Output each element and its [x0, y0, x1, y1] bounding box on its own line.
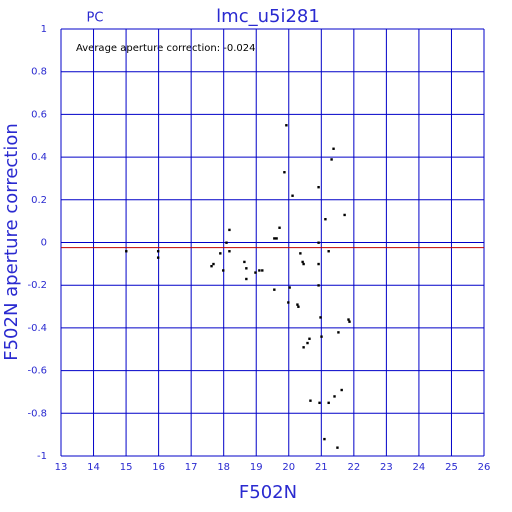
x-tick-label: 26 — [478, 462, 491, 473]
point — [156, 250, 160, 253]
y-tick-label: -0.2 — [27, 280, 47, 291]
point — [309, 399, 312, 402]
y-tick-label: 1 — [41, 24, 47, 35]
x-tick-label: 23 — [380, 462, 393, 473]
x-tick-label: 13 — [55, 462, 68, 473]
point — [219, 252, 222, 255]
point — [318, 401, 321, 405]
x-tick-label: 21 — [315, 462, 328, 473]
y-tick-label: 0 — [41, 238, 47, 249]
point — [297, 305, 300, 308]
point — [287, 301, 290, 304]
point — [261, 269, 264, 272]
y-tick-label: 0.4 — [31, 152, 47, 163]
point — [222, 269, 225, 272]
annotation: Average aperture correction: -0.024 — [76, 43, 256, 54]
y-tick-label: -1 — [37, 451, 47, 462]
point — [317, 284, 320, 287]
x-tick-label: 25 — [445, 462, 458, 473]
point — [258, 269, 261, 272]
point — [156, 256, 160, 259]
point — [317, 185, 320, 189]
point — [306, 341, 309, 345]
y-tick-label: -0.6 — [27, 366, 47, 377]
x-tick-label: 22 — [347, 462, 360, 473]
point — [301, 260, 304, 264]
x-tick-label: 19 — [250, 462, 263, 473]
x-tick-label: 16 — [152, 462, 165, 473]
point — [323, 437, 326, 441]
x-tick-label: 14 — [87, 462, 100, 473]
x-axis-label: F502N — [239, 482, 297, 503]
point — [343, 213, 346, 217]
point — [228, 228, 231, 232]
point — [319, 316, 322, 319]
point — [288, 286, 291, 289]
point — [302, 262, 305, 266]
y-tick-label: 0.2 — [31, 195, 47, 206]
point — [330, 158, 333, 161]
y-tick-label: -0.8 — [27, 408, 47, 419]
point — [210, 264, 213, 268]
point — [332, 147, 335, 150]
point — [283, 171, 286, 174]
point — [212, 262, 215, 266]
point — [308, 337, 311, 340]
point — [299, 252, 302, 255]
point — [327, 401, 330, 405]
point — [243, 260, 246, 264]
y-tick-label: -0.4 — [27, 323, 47, 334]
point — [275, 237, 278, 240]
point — [302, 346, 305, 349]
x-tick-label: 20 — [282, 462, 295, 473]
point — [278, 226, 281, 229]
point — [320, 335, 323, 338]
x-tick-label: 24 — [413, 462, 426, 473]
point — [327, 250, 330, 253]
point — [273, 237, 276, 240]
point — [125, 250, 128, 253]
point — [228, 250, 231, 253]
point — [245, 277, 248, 281]
point — [317, 241, 320, 244]
point — [254, 271, 257, 274]
y-tick-label: 0.6 — [31, 109, 47, 120]
point — [273, 288, 276, 291]
point — [296, 303, 299, 306]
point — [324, 218, 327, 221]
point — [285, 124, 288, 127]
chart-subtitle: PC — [87, 11, 104, 26]
point — [347, 318, 350, 321]
point — [348, 320, 351, 323]
y-tick-label: 0.8 — [31, 67, 47, 78]
point — [317, 262, 320, 266]
point — [333, 395, 336, 398]
x-tick-label: 17 — [185, 462, 198, 473]
point — [225, 241, 228, 244]
point — [336, 446, 339, 449]
point — [291, 194, 294, 197]
chart-title: lmc_u5i281 — [216, 6, 320, 27]
x-tick-label: 15 — [120, 462, 133, 473]
x-tick-label: 18 — [217, 462, 230, 473]
point — [245, 267, 248, 270]
y-axis-label: F502N aperture correction — [1, 123, 22, 361]
point — [337, 331, 340, 334]
point — [340, 388, 343, 392]
